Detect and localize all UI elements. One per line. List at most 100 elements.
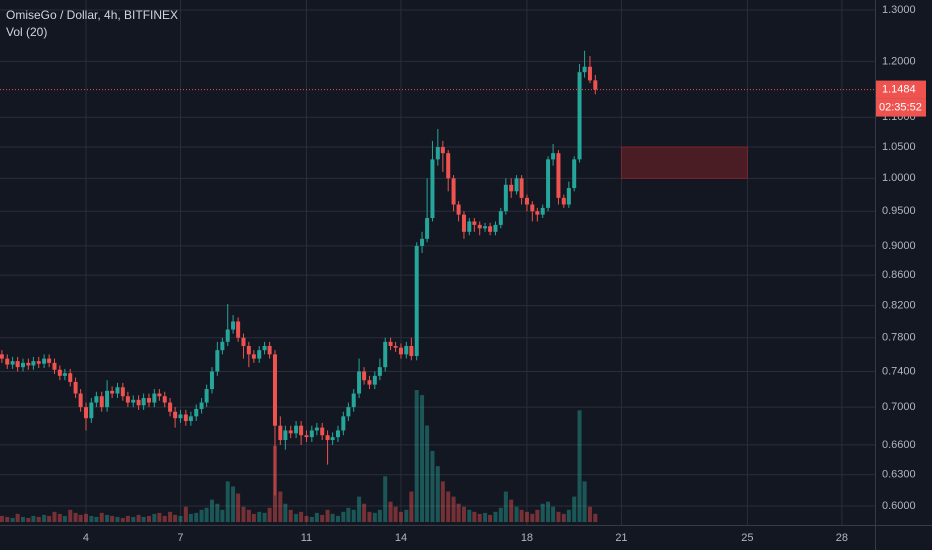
volume-bar	[551, 506, 556, 522]
y-tick-label: 1.0000	[882, 172, 916, 184]
volume-bar	[173, 514, 178, 522]
candle-body	[225, 329, 230, 342]
volume-bar	[215, 503, 220, 522]
volume-bar	[188, 513, 193, 522]
y-tick-label: 0.6300	[882, 469, 916, 481]
volume-bar	[136, 514, 141, 522]
candle-body	[141, 398, 146, 406]
volume-bar	[577, 410, 582, 522]
candle-body	[241, 337, 246, 346]
volume-bar	[26, 517, 31, 522]
symbol-title: OmiseGo / Dollar, 4h, BITFINEX	[6, 8, 178, 22]
candle-body	[168, 402, 173, 412]
volume-bar	[451, 496, 456, 522]
volume-bar	[73, 512, 78, 522]
candle-body	[362, 371, 367, 381]
volume-bar	[425, 425, 430, 522]
candle-body	[535, 211, 540, 215]
axes: 0.6000 0.6300 0.6600 0.7000 0.7400 0.7800 0.82…	[83, 4, 926, 544]
volume-bar	[530, 513, 535, 522]
candles	[0, 50, 598, 496]
volume-bar	[89, 515, 94, 522]
y-tick-label: 0.8600	[882, 269, 916, 281]
candle-body	[420, 238, 425, 246]
candle-body	[162, 396, 167, 403]
y-tick-label: 0.7000	[882, 401, 916, 413]
x-tick-label: 21	[615, 532, 627, 544]
volume-bar	[483, 512, 488, 522]
candle-body	[330, 437, 335, 441]
candle-body	[10, 361, 15, 365]
x-tick-label: 7	[177, 532, 183, 544]
grid	[0, 0, 875, 525]
candle-body	[78, 393, 83, 408]
volume-bar	[388, 501, 393, 522]
volume-bar	[283, 503, 288, 522]
candle-body	[115, 387, 120, 394]
candle-body	[341, 416, 346, 431]
last-price-box	[876, 80, 926, 99]
volume-bar	[320, 514, 325, 522]
candle-body	[577, 72, 582, 160]
candle-body	[272, 354, 277, 426]
last-price-label: 1.1484	[882, 83, 916, 95]
volume-bar	[341, 511, 346, 522]
candle-body	[5, 358, 10, 365]
volume-bar	[461, 506, 466, 522]
candle-body	[136, 399, 141, 406]
volume-bar	[593, 513, 598, 522]
volume-bar	[125, 515, 130, 522]
x-tick-label: 28	[836, 532, 848, 544]
volume-bar	[377, 509, 382, 522]
candle-body	[231, 321, 236, 330]
candle-body	[461, 214, 466, 232]
volume-bar	[440, 481, 445, 522]
volume-bar	[20, 516, 25, 522]
volume-bar	[294, 513, 299, 522]
volume-bar	[57, 513, 62, 522]
volume-bar	[183, 506, 188, 522]
volume-bar	[220, 509, 225, 522]
y-tick-label: 0.6600	[882, 439, 916, 451]
volume-bar	[351, 509, 356, 522]
candle-body	[477, 224, 482, 229]
volume-bar	[105, 514, 110, 522]
volume-bar	[393, 506, 398, 522]
volume-bar	[120, 517, 125, 522]
candle-body	[257, 350, 262, 359]
volume-bar	[0, 515, 4, 522]
countdown-box	[876, 98, 926, 117]
candle-body	[320, 427, 325, 436]
volume-bar	[246, 509, 251, 522]
candle-body	[519, 178, 524, 198]
candle-body	[451, 178, 456, 205]
y-tick-label: 1.2000	[882, 55, 916, 67]
candle-body	[304, 435, 309, 438]
candle-body	[294, 425, 299, 434]
y-tick-label: 1.0500	[882, 141, 916, 153]
candle-body	[288, 430, 293, 434]
volume-bar	[446, 491, 451, 522]
volume-bar	[335, 515, 340, 522]
candle-body	[524, 197, 529, 205]
candle-body	[68, 373, 73, 382]
volume-bar	[587, 506, 592, 522]
candle-body	[467, 221, 472, 232]
candle-body	[215, 350, 220, 372]
candle-body	[283, 430, 288, 441]
volume-bar	[409, 491, 414, 522]
candle-body	[15, 361, 20, 368]
candle-body	[546, 159, 551, 208]
volume-bar	[503, 491, 508, 522]
volume-bar	[241, 506, 246, 522]
candle-body	[540, 207, 545, 215]
volume-bar	[435, 466, 440, 522]
candle-body	[173, 411, 178, 419]
volume-bar	[383, 476, 388, 522]
volume-bar	[414, 390, 419, 522]
volume-bar	[15, 513, 20, 522]
candle-body	[440, 147, 445, 154]
volume-bar	[152, 513, 157, 522]
candle-body	[325, 435, 330, 441]
